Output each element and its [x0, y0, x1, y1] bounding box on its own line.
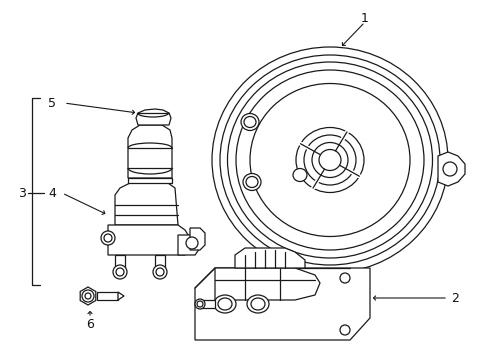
- Circle shape: [113, 265, 127, 279]
- Ellipse shape: [304, 135, 355, 185]
- Polygon shape: [80, 287, 96, 305]
- Circle shape: [101, 231, 115, 245]
- Polygon shape: [190, 228, 204, 250]
- Circle shape: [156, 268, 163, 276]
- Circle shape: [339, 273, 349, 283]
- Ellipse shape: [311, 143, 347, 177]
- Polygon shape: [115, 180, 178, 225]
- Polygon shape: [437, 152, 464, 186]
- Polygon shape: [200, 300, 215, 308]
- Circle shape: [442, 162, 456, 176]
- Text: 4: 4: [48, 186, 56, 199]
- Polygon shape: [195, 268, 369, 340]
- Ellipse shape: [244, 117, 256, 127]
- Circle shape: [185, 237, 198, 249]
- Ellipse shape: [236, 70, 423, 250]
- Polygon shape: [215, 268, 319, 300]
- Ellipse shape: [318, 149, 340, 171]
- Ellipse shape: [195, 299, 204, 309]
- Ellipse shape: [245, 176, 258, 188]
- Polygon shape: [128, 125, 172, 178]
- Ellipse shape: [214, 295, 236, 313]
- Ellipse shape: [197, 301, 203, 307]
- Ellipse shape: [246, 295, 268, 313]
- Ellipse shape: [250, 298, 264, 310]
- Polygon shape: [115, 255, 125, 272]
- Polygon shape: [108, 225, 190, 255]
- Polygon shape: [118, 292, 124, 300]
- Circle shape: [104, 234, 112, 242]
- Polygon shape: [155, 255, 164, 272]
- Polygon shape: [136, 109, 171, 125]
- Circle shape: [85, 293, 91, 299]
- Ellipse shape: [212, 47, 447, 273]
- Polygon shape: [235, 248, 305, 268]
- Circle shape: [153, 265, 167, 279]
- Ellipse shape: [243, 174, 261, 190]
- Text: 3: 3: [18, 186, 26, 199]
- Ellipse shape: [241, 113, 259, 131]
- Polygon shape: [128, 178, 172, 183]
- Polygon shape: [178, 235, 200, 255]
- Text: 6: 6: [86, 319, 94, 332]
- Circle shape: [116, 268, 124, 276]
- Polygon shape: [97, 292, 118, 300]
- Circle shape: [82, 290, 94, 302]
- Ellipse shape: [218, 298, 231, 310]
- Text: 5: 5: [48, 96, 56, 109]
- Ellipse shape: [292, 168, 306, 181]
- Circle shape: [339, 325, 349, 335]
- Text: 1: 1: [360, 12, 368, 24]
- Ellipse shape: [295, 127, 363, 193]
- Text: 2: 2: [450, 292, 458, 305]
